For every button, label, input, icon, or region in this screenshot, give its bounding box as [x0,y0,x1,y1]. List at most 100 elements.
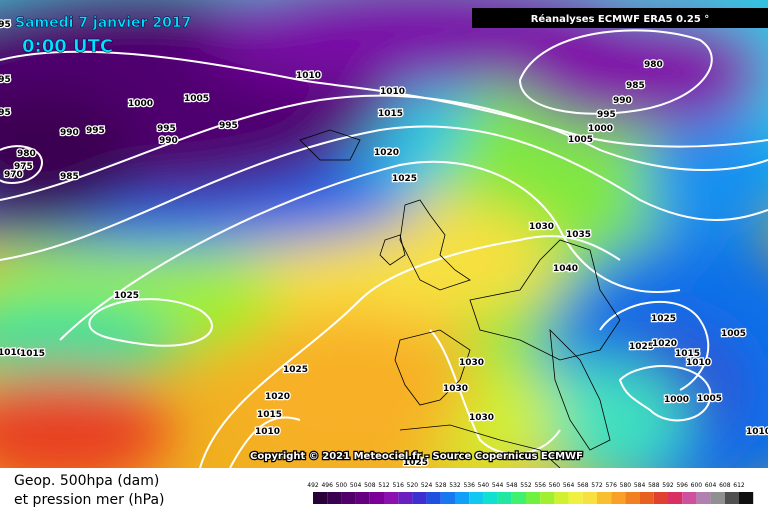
scale-label: 540 [478,482,490,489]
copyright: Copyright © 2021 Meteociel.fr - Source C… [250,451,583,462]
isobar-label: 1015 [20,349,45,359]
isobar-label: 1030 [459,358,484,368]
scale-label: 492 [307,482,319,489]
isobar-label: 1020 [374,148,399,158]
isobar-label: 1005 [184,94,209,104]
color-swatch [724,492,739,504]
scale-label: 552 [520,482,532,489]
scale-label: 496 [321,482,333,489]
isobar-label: 990 [60,128,79,138]
color-swatch [540,492,555,504]
color-swatch [611,492,626,504]
color-swatch [398,492,413,504]
isobar-label: 995 [597,110,616,120]
scale-label: 504 [350,482,362,489]
isobar-label: 995 [86,126,105,136]
color-swatch [341,492,356,504]
footer [0,468,768,512]
isobar-label: 990 [613,96,632,106]
isobar-label: 1025 [651,314,676,324]
color-swatch [369,492,384,504]
scale-label: 508 [364,482,376,489]
scale-label: 612 [733,482,745,489]
isobar-label: 1015 [378,109,403,119]
isobar-label: 1025 [629,342,654,352]
isobar-label: 1015 [257,410,282,420]
color-swatch [668,492,683,504]
scale-label: 568 [577,482,589,489]
scale-label: 544 [492,482,504,489]
isobar-labels: 9959959951010100010059959909959909959809… [0,19,768,470]
scale-label: 532 [449,482,461,489]
scale-label: 560 [549,482,561,489]
scale-label: 584 [634,482,646,489]
scale-label: 600 [691,482,703,489]
isobar-label: 1010 [255,427,280,437]
isobar-label: 990 [159,136,178,146]
isobar-label: 1025 [403,458,428,468]
isobar-label: 1030 [529,222,554,232]
scale-label: 604 [705,482,717,489]
isobar-label: 1020 [652,339,677,349]
isobar-label: 995 [157,124,176,134]
color-swatch [327,492,342,504]
isobar-label: 1035 [566,230,591,240]
time-label: 0:00 UTC [22,36,113,57]
isobar-label: 995 [219,121,238,131]
isobar-label: 1005 [697,394,722,404]
color-swatch [440,492,455,504]
isobar-label: 1000 [664,395,689,405]
isobar-label: 1010 [0,348,23,358]
color-scale: 492 496 500 504 508 512 516 520 524 528 532 536 540 5… [307,482,754,504]
isobar-label: 1040 [553,264,578,274]
color-swatch [568,492,583,504]
legend-title: Geop. 500hpa (dam) [14,473,159,489]
scale-label: 528 [435,482,447,489]
date-label: Samedi 7 janvier 2017 [15,15,191,31]
color-swatch [469,492,484,504]
scale-label: 500 [336,482,348,489]
scale-label: 524 [421,482,433,489]
color-swatch [739,492,754,504]
color-swatch [483,492,498,504]
isobar-label: 1030 [443,384,468,394]
source-label: Réanalyses ECMWF ERA5 0.25 ° [531,13,710,25]
color-swatch [412,492,427,504]
isobar-label: 1025 [283,365,308,375]
scale-label: 596 [676,482,688,489]
scale-label: 556 [534,482,546,489]
isobar-label: 1000 [588,124,613,134]
color-swatch [511,492,526,504]
scale-label: 520 [407,482,419,489]
color-swatch [426,492,441,504]
color-swatch [355,492,370,504]
isobar-label: 1025 [392,174,417,184]
isobar-label: 980 [17,149,36,159]
scale-label: 580 [620,482,632,489]
isobar-label: 1000 [128,99,153,109]
scale-label: 608 [719,482,731,489]
isobar-label: 1030 [469,413,494,423]
isobar-label: 1025 [114,291,139,301]
isobar-label: 1005 [568,135,593,145]
color-swatch [384,492,399,504]
color-swatch [653,492,668,504]
color-swatch [696,492,711,504]
isobar-lines [0,29,768,468]
isobar-label: 985 [626,81,645,91]
color-swatch [497,492,512,504]
scale-label: 576 [605,482,617,489]
scale-label: 592 [662,482,674,489]
color-swatch [582,492,597,504]
legend-subtitle: et pression mer (hPa) [14,492,165,508]
isobar-label: 970 [4,170,23,180]
isobar-label: 1010 [296,71,321,81]
color-swatch [597,492,612,504]
color-swatch [682,492,697,504]
isobar-label: 980 [644,60,663,70]
isobar-label: 995 [0,20,11,30]
color-swatch [639,492,654,504]
scale-label: 548 [506,482,518,489]
